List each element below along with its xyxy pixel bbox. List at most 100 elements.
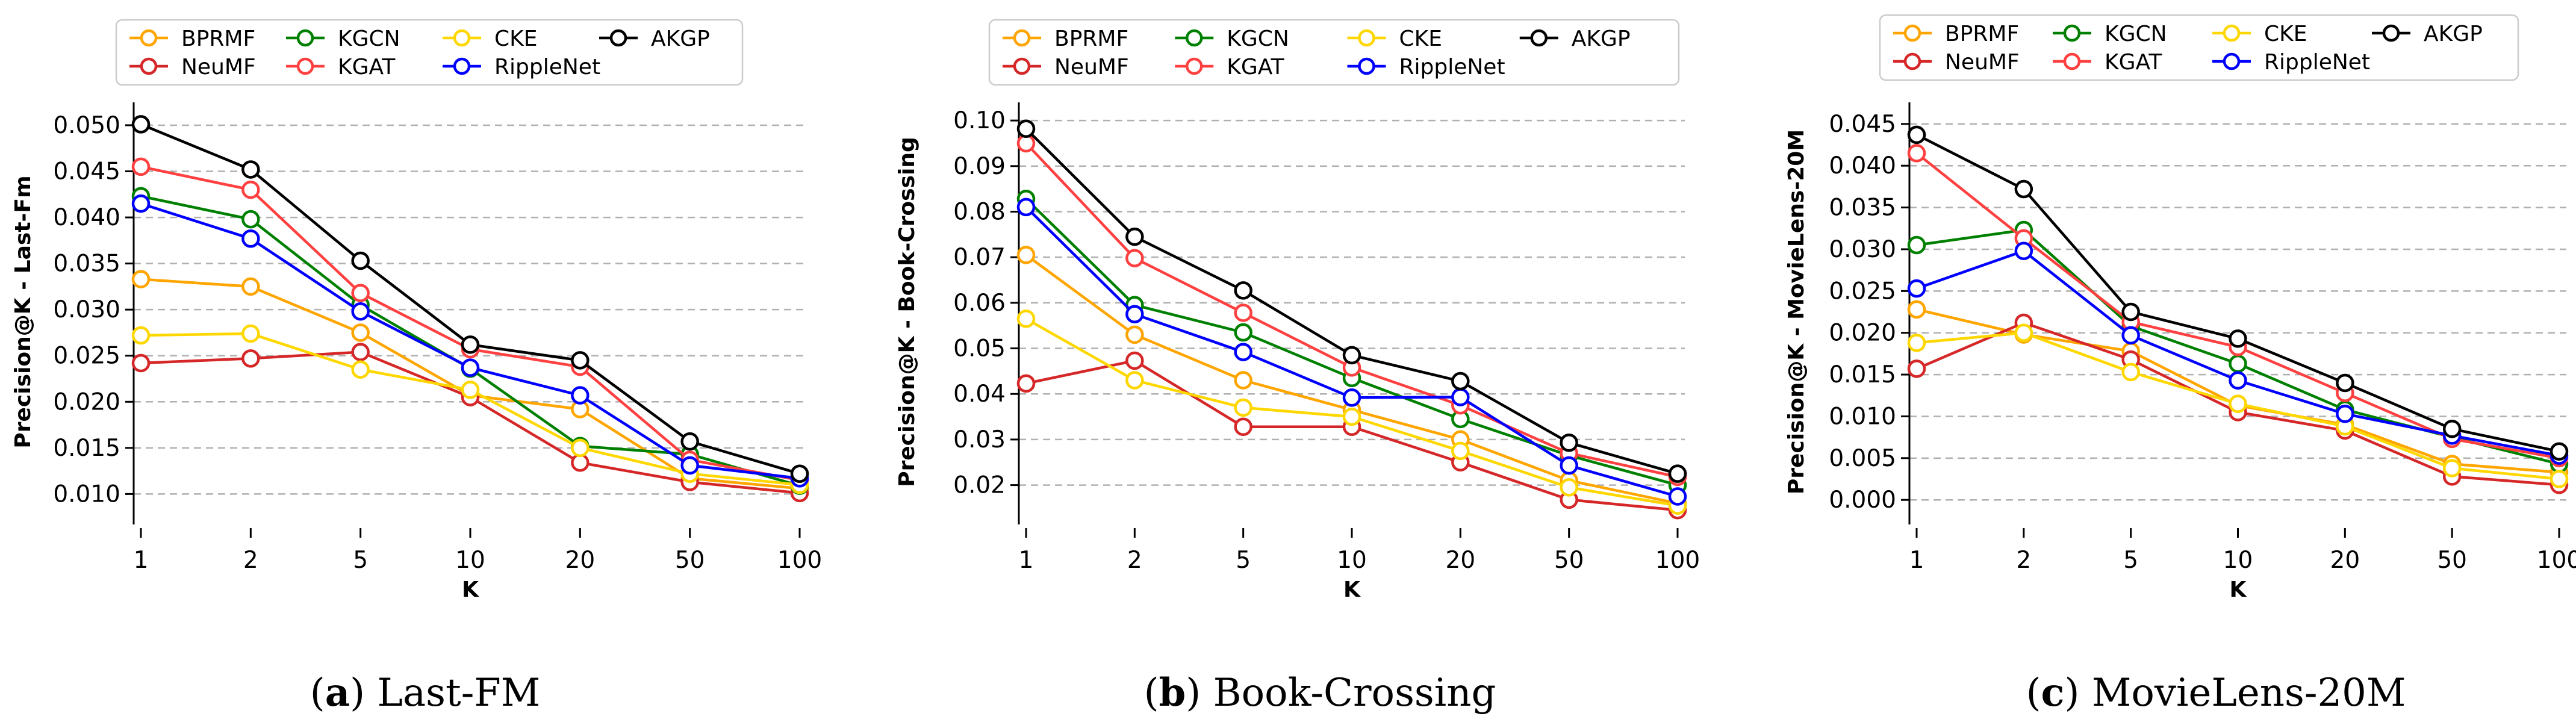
legend-entry-cke: CKE: [1347, 26, 1442, 51]
legend-swatch-marker: [140, 57, 158, 75]
legend: BPRMF NeuMF KGCN KGAT CKE RippleNet AKGP: [988, 19, 1680, 86]
x-tick-label: 1: [1019, 547, 1034, 574]
y-tick-label: 0.015: [53, 435, 120, 462]
data-point-ripplenet: [1560, 456, 1578, 475]
legend-swatch-marker: [1358, 29, 1375, 47]
data-point-cke: [2550, 470, 2569, 488]
data-point-ripplenet: [571, 386, 590, 405]
y-tick-label: 0.05: [953, 335, 1006, 362]
legend-entry-ripplenet: RippleNet: [2212, 50, 2370, 75]
x-tick-label: 100: [1655, 547, 1700, 574]
series-kgat: [131, 157, 809, 490]
legend-entry-kgat: KGAT: [1175, 55, 1285, 79]
series-akgp: [1907, 125, 2569, 461]
panel-b-book-crossing: 0.02 0.03 0.04 0.05 0.06 0.07 0.08 0.09 0.10 1 2 5 1…: [895, 19, 1700, 715]
legend-label: BPRMF: [1054, 26, 1128, 51]
y-tick-label: 0.07: [953, 244, 1006, 271]
data-point-kgcn: [1234, 323, 1252, 342]
legend-swatch-marker: [609, 29, 627, 47]
data-point-akgp: [790, 464, 809, 483]
panel-caption: (c) MovieLens-20M: [2026, 670, 2406, 715]
legend-swatch-marker: [2063, 52, 2081, 70]
y-tick-label: 0.10: [953, 107, 1006, 134]
data-point-akgp: [680, 432, 699, 451]
y-tick-label: 0.020: [53, 388, 120, 415]
legend-entry-bprmf: BPRMF: [1003, 26, 1128, 51]
data-point-cke: [131, 326, 151, 345]
legend-entry-cke: CKE: [443, 26, 538, 51]
legend-label: AKGP: [1572, 26, 1631, 51]
legend-entry-kgcn: KGCN: [286, 26, 400, 51]
data-point-ripplenet: [2336, 405, 2354, 423]
data-point-ripplenet: [1342, 388, 1361, 407]
y-tick-label: 0.010: [1829, 403, 1896, 430]
data-point-akgp: [1451, 372, 1470, 391]
y-tick-label: 0.020: [1829, 320, 1896, 347]
series-cke: [1907, 323, 2569, 488]
data-point-kgcn: [241, 210, 260, 229]
data-point-kgat: [131, 157, 151, 176]
data-point-akgp: [2442, 420, 2462, 438]
y-tick-label: 0.050: [53, 112, 120, 139]
legend-entry-kgat: KGAT: [2053, 50, 2162, 75]
legend-swatch-marker: [453, 29, 471, 47]
data-point-akgp: [571, 351, 590, 370]
x-tick-label: 10: [2223, 547, 2253, 574]
caption-letter: b: [1159, 670, 1186, 715]
data-point-bprmf: [131, 270, 151, 288]
legend-swatch-marker: [1903, 24, 1921, 42]
legend-swatch-marker: [2382, 24, 2400, 42]
data-point-cke: [1560, 478, 1578, 497]
y-tick-label: 0.040: [53, 204, 120, 231]
y-tick-label: 0.04: [953, 381, 1006, 408]
y-tick-label: 0.045: [1829, 111, 1896, 138]
legend-frame: [1879, 14, 2519, 81]
caption-title: MovieLens-20M: [2092, 671, 2406, 715]
data-point-bprmf: [1125, 325, 1144, 344]
x-tick-label: 5: [353, 547, 368, 574]
panel-a-last-fm: 0.010 0.015 0.020 0.025 0.030 0.035 0.040 0.045…: [11, 19, 822, 715]
data-point-ripplenet: [131, 194, 151, 213]
legend-label: NeuMF: [1945, 50, 2020, 75]
data-point-cke: [1907, 334, 1926, 352]
data-point-cke: [2229, 394, 2247, 413]
data-point-cke: [1342, 407, 1361, 426]
data-point-kgat: [241, 180, 260, 199]
legend-swatch-marker: [1013, 29, 1031, 47]
legend-entry-kgcn: KGCN: [1175, 26, 1289, 51]
x-tick-label: 5: [2123, 547, 2138, 574]
y-tick-label: 0.025: [1829, 278, 1896, 305]
legend-label: NeuMF: [181, 55, 256, 79]
legend-label: RippleNet: [2264, 50, 2370, 75]
legend-frame: [988, 19, 1680, 86]
y-tick-label: 0.005: [1829, 445, 1896, 472]
legend-entry-akgp: AKGP: [599, 26, 710, 51]
data-point-kgat: [1125, 249, 1144, 267]
data-point-ripplenet: [351, 302, 370, 321]
x-tick-label: 20: [2330, 547, 2360, 574]
legend-entry-kgat: KGAT: [286, 55, 396, 79]
data-point-cke: [571, 438, 590, 458]
panel-c-movielens-20m: 0.000 0.005 0.010 0.015 0.020 0.025 0.030 0.035…: [1784, 14, 2576, 715]
x-tick-label: 2: [2016, 547, 2031, 574]
x-tick-label: 2: [243, 547, 258, 574]
x-tick-label: 1: [134, 547, 149, 574]
series-kgat: [1016, 134, 1687, 487]
x-tick-label: 50: [1554, 547, 1584, 574]
data-point-neumf: [351, 343, 370, 361]
x-tick-label: 20: [565, 547, 596, 574]
data-point-neumf: [1234, 417, 1252, 436]
legend-label: KGAT: [338, 55, 396, 79]
legend: BPRMF NeuMF KGCN KGAT CKE RippleNet AKGP: [1879, 14, 2519, 81]
data-point-ripplenet: [1016, 198, 1036, 217]
legend-swatch-marker: [1186, 57, 1203, 75]
data-point-neumf: [1016, 374, 1036, 393]
data-point-cke: [461, 381, 480, 399]
data-point-cke: [1451, 441, 1470, 461]
panel-caption: (b) Book-Crossing: [1144, 670, 1496, 715]
legend-label: RippleNet: [1399, 55, 1505, 79]
y-tick-label: 0.030: [1829, 236, 1896, 263]
legend-entry-cke: CKE: [2212, 22, 2307, 46]
